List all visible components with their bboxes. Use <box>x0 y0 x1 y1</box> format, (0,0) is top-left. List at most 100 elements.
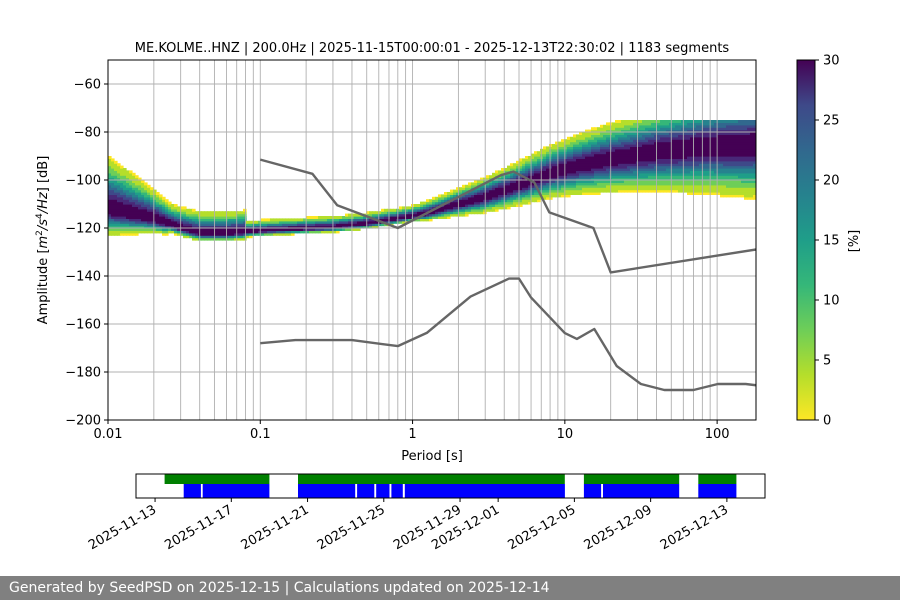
density-cell <box>504 180 508 183</box>
density-cell <box>294 225 298 229</box>
density-cell <box>573 175 577 179</box>
density-cell <box>534 163 538 167</box>
density-cell <box>633 172 637 176</box>
density-cell <box>117 177 121 181</box>
noise-models <box>259 158 756 392</box>
density-cell <box>222 225 226 229</box>
density-cell <box>114 206 118 210</box>
density-cell <box>501 175 505 179</box>
density-cell <box>648 146 652 150</box>
density-cell <box>354 213 358 217</box>
density-cell <box>507 182 511 186</box>
density-cell <box>735 180 739 183</box>
density-cell <box>573 177 577 181</box>
density-cell <box>108 163 112 167</box>
density-cell <box>468 194 472 198</box>
density-cell <box>675 156 679 159</box>
density-cell <box>630 151 634 155</box>
density-cell <box>216 216 220 219</box>
density-cell <box>669 129 673 133</box>
density-cell <box>642 144 646 147</box>
density-cell <box>291 225 295 229</box>
density-cell <box>582 163 586 167</box>
density-cell <box>624 172 628 176</box>
density-cell <box>369 213 373 217</box>
density-cell <box>603 163 607 167</box>
density-cell <box>603 168 607 171</box>
density-cell <box>612 136 616 140</box>
density-cell <box>153 225 157 229</box>
density-cell <box>672 172 676 176</box>
density-cell <box>624 132 628 135</box>
density-cell <box>270 223 274 227</box>
density-cell <box>174 220 178 224</box>
density-cell <box>567 184 571 188</box>
density-cell <box>117 163 121 167</box>
density-cell <box>555 180 559 183</box>
density-cell <box>138 213 142 217</box>
density-cell <box>558 170 562 174</box>
density-cell <box>678 132 682 135</box>
density-cell <box>648 132 652 135</box>
density-cell <box>648 182 652 186</box>
density-cell <box>381 211 385 215</box>
density-cell <box>504 177 508 181</box>
density-cell <box>480 194 484 198</box>
density-cell <box>363 218 367 222</box>
density-cell <box>222 211 226 215</box>
density-cell <box>750 192 754 195</box>
density-cell <box>219 220 223 224</box>
density-cell <box>501 189 505 193</box>
density-cell <box>660 182 664 186</box>
density-cell <box>576 158 580 162</box>
density-cell <box>654 175 658 179</box>
density-cell <box>111 201 115 205</box>
density-cell <box>447 194 451 198</box>
density-cell <box>252 232 256 236</box>
density-cell <box>714 165 718 169</box>
density-cell <box>630 184 634 188</box>
density-cell <box>114 175 118 179</box>
density-cell <box>648 141 652 145</box>
density-cell <box>495 192 499 195</box>
density-cell <box>573 153 577 157</box>
density-cell <box>714 180 718 183</box>
density-cell <box>654 144 658 147</box>
density-cell <box>687 172 691 176</box>
density-cell <box>675 163 679 167</box>
density-cell <box>144 187 148 191</box>
density-cell <box>405 216 409 219</box>
density-cell <box>705 184 709 188</box>
density-cell <box>621 189 625 193</box>
density-cell <box>648 170 652 174</box>
density-cell <box>675 180 679 183</box>
density-cell <box>120 170 124 174</box>
density-cell <box>621 144 625 147</box>
density-cell <box>654 151 658 155</box>
density-cell <box>501 168 505 171</box>
density-cell <box>606 153 610 157</box>
density-cell <box>660 172 664 176</box>
density-cell <box>303 225 307 229</box>
density-cell <box>300 223 304 227</box>
density-cell <box>492 189 496 193</box>
density-cell <box>528 156 532 159</box>
density-cell <box>711 122 715 126</box>
density-cell <box>705 175 709 179</box>
density-cell <box>639 182 643 186</box>
density-cell <box>633 141 637 145</box>
density-cell <box>180 213 184 217</box>
density-cell <box>735 192 739 195</box>
density-cell <box>525 158 529 162</box>
density-cell <box>501 180 505 183</box>
density-cell <box>117 220 121 224</box>
density-cell <box>189 230 193 234</box>
density-cell <box>156 216 160 219</box>
density-cell <box>162 213 166 217</box>
density-cell <box>222 237 226 241</box>
density-cell <box>120 168 124 171</box>
density-cell <box>219 213 223 217</box>
density-cell <box>546 182 550 186</box>
density-cell <box>423 211 427 215</box>
density-cell <box>207 230 211 234</box>
